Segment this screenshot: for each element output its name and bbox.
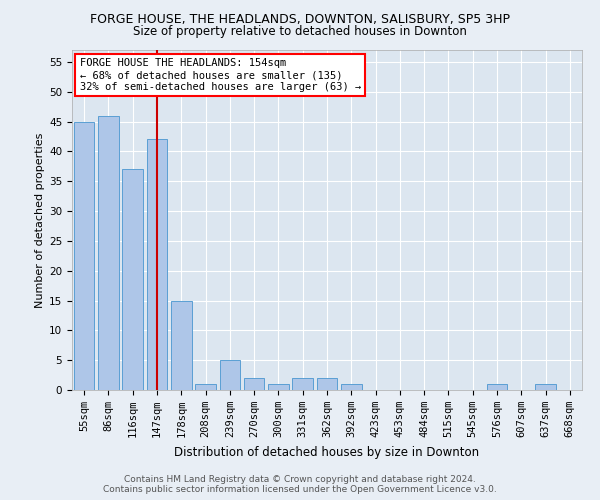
Bar <box>317 378 337 390</box>
Bar <box>268 384 289 390</box>
Bar <box>74 122 94 390</box>
Text: FORGE HOUSE THE HEADLANDS: 154sqm
← 68% of detached houses are smaller (135)
32%: FORGE HOUSE THE HEADLANDS: 154sqm ← 68% … <box>80 58 361 92</box>
Bar <box>122 170 143 390</box>
Bar <box>535 384 556 390</box>
Text: Contains HM Land Registry data © Crown copyright and database right 2024.
Contai: Contains HM Land Registry data © Crown c… <box>103 474 497 494</box>
Bar <box>220 360 240 390</box>
Text: FORGE HOUSE, THE HEADLANDS, DOWNTON, SALISBURY, SP5 3HP: FORGE HOUSE, THE HEADLANDS, DOWNTON, SAL… <box>90 12 510 26</box>
Bar <box>98 116 119 390</box>
Bar <box>341 384 362 390</box>
X-axis label: Distribution of detached houses by size in Downton: Distribution of detached houses by size … <box>175 446 479 458</box>
Text: Size of property relative to detached houses in Downton: Size of property relative to detached ho… <box>133 25 467 38</box>
Bar <box>244 378 265 390</box>
Bar <box>146 140 167 390</box>
Bar <box>487 384 508 390</box>
Bar <box>292 378 313 390</box>
Bar <box>171 300 191 390</box>
Bar <box>195 384 216 390</box>
Y-axis label: Number of detached properties: Number of detached properties <box>35 132 45 308</box>
